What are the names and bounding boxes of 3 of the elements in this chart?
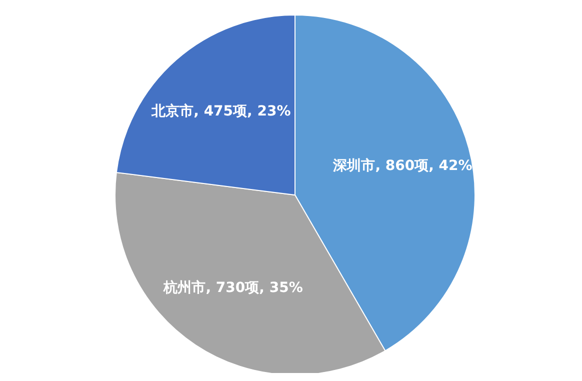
slice-label: 杭州市, 730项, 35% [162, 279, 303, 296]
slice-label: 北京市, 475项, 23% [150, 102, 291, 120]
slice-label: 深圳市, 860项, 42% [332, 157, 472, 174]
